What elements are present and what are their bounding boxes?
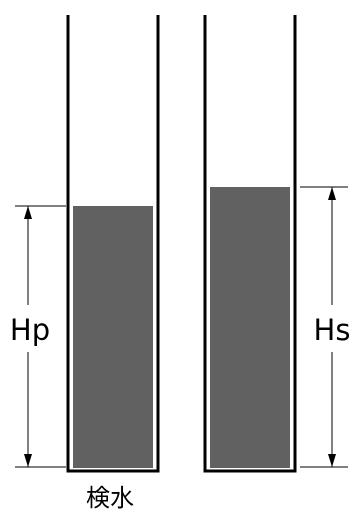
sample-tube-caption: 検水 bbox=[86, 484, 134, 512]
hp-arrowhead-down bbox=[24, 454, 32, 467]
sample-tube bbox=[66, 15, 160, 473]
standard-tube-outline bbox=[203, 15, 297, 473]
hp-arrowhead-up bbox=[24, 206, 32, 219]
sample-tube-outline bbox=[66, 15, 160, 473]
hs-label: Hs bbox=[314, 313, 351, 347]
hs-dimension: Hs bbox=[300, 186, 351, 468]
standard-liquid bbox=[210, 187, 290, 468]
standard-tube bbox=[203, 15, 297, 473]
hs-arrowhead-down bbox=[328, 454, 336, 467]
hp-label: Hp bbox=[10, 313, 50, 347]
hp-dimension: Hp bbox=[10, 205, 66, 468]
hs-arrowhead-up bbox=[328, 187, 336, 200]
sample-liquid bbox=[73, 206, 153, 468]
